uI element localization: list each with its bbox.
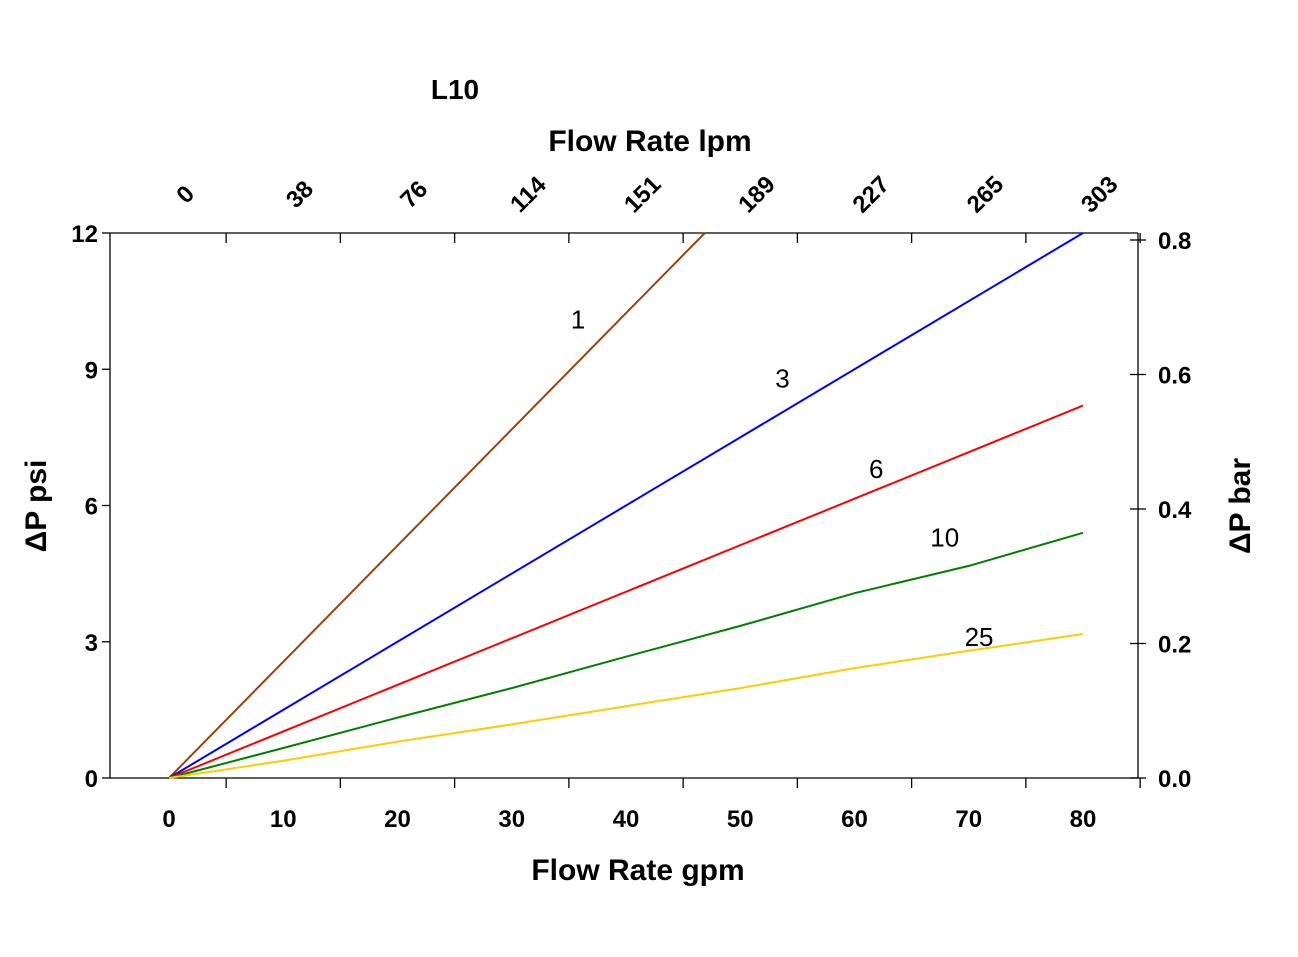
y-tick-label: 9 (85, 357, 98, 384)
y2-tick-label: 0.4 (1158, 497, 1192, 524)
x-tick-label: 10 (270, 806, 297, 833)
x-tick-label: 80 (1070, 806, 1097, 833)
series-label-3: 3 (775, 363, 789, 393)
series-line-1 (168, 232, 706, 779)
series-line-6 (168, 404, 1084, 779)
y2-tick-label: 0.0 (1158, 766, 1191, 793)
x-tick-label: 50 (727, 806, 754, 833)
x-tick-label: 20 (384, 806, 411, 833)
y2-axis-label: ΔP bar (1224, 458, 1257, 554)
x-tick-label: 0 (162, 806, 175, 833)
x-tick-label: 40 (613, 806, 640, 833)
chart-title: L10 (431, 74, 479, 105)
top-tick-label: 76 (395, 176, 433, 214)
series-label-10: 10 (930, 522, 959, 552)
top-tick-label: 227 (847, 171, 894, 218)
top-axis-label: Flow Rate lpm (548, 125, 751, 158)
x-tick-label: 70 (955, 806, 982, 833)
y2-tick-label: 0.6 (1158, 363, 1191, 390)
y-tick-label: 6 (85, 494, 98, 521)
series-label-25: 25 (965, 622, 994, 652)
series-label-1: 1 (571, 304, 585, 334)
top-tick-label: 189 (733, 171, 780, 218)
series-line-10 (168, 531, 1084, 779)
top-tick-label: 265 (962, 171, 1009, 218)
top-tick-label: 151 (619, 171, 666, 218)
y-tick-label: 3 (85, 630, 98, 657)
y2-tick-label: 0.8 (1158, 228, 1191, 255)
top-tick-label: 0 (171, 180, 200, 209)
series-line-25 (168, 633, 1084, 779)
y-tick-label: 0 (85, 766, 98, 793)
x-tick-label: 30 (498, 806, 525, 833)
top-tick-label: 303 (1076, 171, 1123, 218)
x-tick-label: 60 (841, 806, 868, 833)
x-axis-label: Flow Rate gpm (531, 854, 744, 887)
top-tick-label: 38 (281, 176, 319, 214)
y2-tick-label: 0.2 (1158, 632, 1191, 659)
y-tick-label: 12 (71, 221, 98, 248)
series-line-3 (168, 232, 1084, 779)
series-label-6: 6 (869, 454, 883, 484)
y-axis-label: ΔP psi (20, 460, 53, 553)
top-tick-label: 114 (505, 171, 552, 218)
